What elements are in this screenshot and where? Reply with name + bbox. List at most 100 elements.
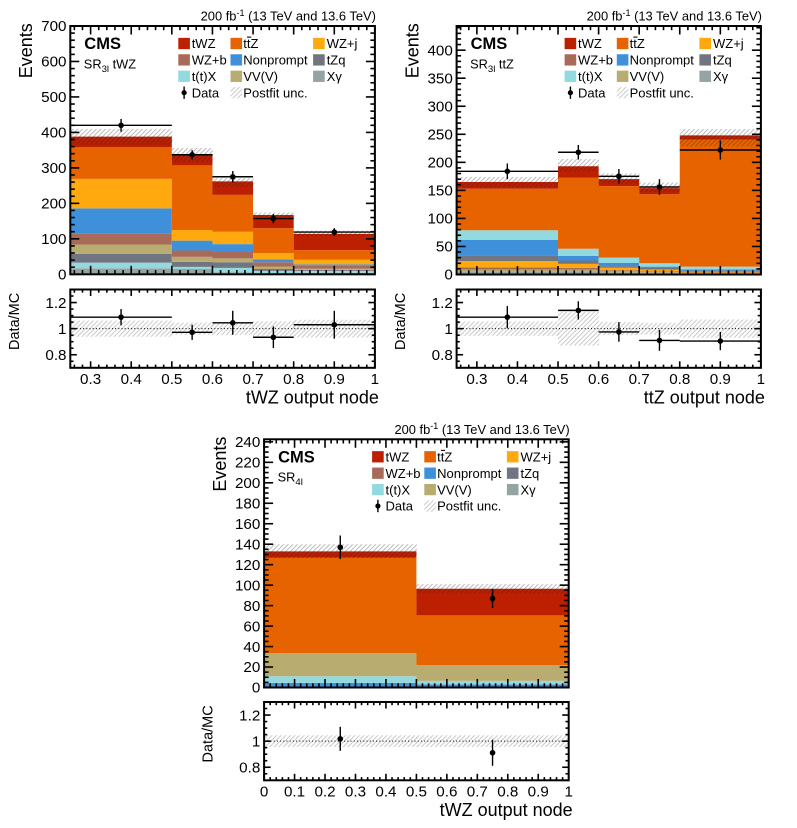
- svg-text:Xγ: Xγ: [713, 69, 729, 84]
- svg-text:0.6: 0.6: [436, 784, 457, 801]
- svg-text:100: 100: [235, 577, 260, 594]
- svg-text:Postfit unc.: Postfit unc.: [437, 499, 501, 514]
- svg-text:1: 1: [371, 371, 379, 388]
- svg-text:1.2: 1.2: [239, 707, 260, 724]
- svg-text:250: 250: [427, 126, 452, 143]
- svg-text:CMS: CMS: [84, 35, 121, 53]
- svg-text:220: 220: [235, 455, 260, 472]
- svg-text:Data/MC: Data/MC: [393, 293, 409, 350]
- svg-text:CMS: CMS: [278, 449, 315, 467]
- svg-text:0.4: 0.4: [507, 371, 528, 388]
- svg-text:400: 400: [41, 125, 66, 142]
- svg-text:VV(V): VV(V): [437, 482, 472, 497]
- svg-text:0.6: 0.6: [588, 371, 609, 388]
- svg-text:0.7: 0.7: [629, 371, 650, 388]
- svg-text:1: 1: [564, 784, 572, 801]
- svg-text:160: 160: [235, 516, 260, 533]
- svg-text:60: 60: [243, 618, 260, 635]
- svg-text:0: 0: [444, 267, 452, 284]
- svg-text:t(t)X: t(t)X: [386, 482, 411, 497]
- svg-text:1: 1: [757, 371, 765, 388]
- svg-text:ttZ: ttZ: [437, 450, 452, 465]
- svg-text:Data/MC: Data/MC: [201, 705, 217, 762]
- svg-text:350: 350: [427, 70, 452, 87]
- svg-text:ttZ: ttZ: [243, 36, 258, 51]
- svg-text:WZ+j: WZ+j: [327, 36, 358, 51]
- svg-text:0.7: 0.7: [242, 371, 263, 388]
- svg-text:600: 600: [41, 54, 66, 71]
- svg-text:0: 0: [260, 784, 268, 801]
- svg-text:WZ+j: WZ+j: [713, 36, 744, 51]
- svg-text:0.3: 0.3: [466, 371, 487, 388]
- svg-text:1.2: 1.2: [432, 295, 453, 312]
- svg-text:200: 200: [427, 155, 452, 172]
- svg-text:0.8: 0.8: [283, 371, 304, 388]
- svg-text:tWZ: tWZ: [578, 36, 602, 51]
- svg-text:400: 400: [427, 42, 452, 59]
- svg-text:0.3: 0.3: [80, 371, 101, 388]
- svg-text:tZq: tZq: [521, 466, 540, 481]
- svg-text:200: 200: [235, 475, 260, 492]
- svg-text:100: 100: [427, 211, 452, 228]
- svg-text:ttZ output node: ttZ output node: [644, 388, 765, 408]
- svg-text:120: 120: [235, 557, 260, 574]
- svg-text:CMS: CMS: [471, 35, 508, 53]
- svg-text:tWZ output node: tWZ output node: [246, 388, 379, 408]
- svg-text:WZ+b: WZ+b: [578, 53, 613, 68]
- svg-text:Nonprompt: Nonprompt: [630, 53, 695, 68]
- svg-text:0.8: 0.8: [239, 759, 260, 776]
- svg-text:tZq: tZq: [713, 53, 732, 68]
- svg-text:0.9: 0.9: [710, 371, 731, 388]
- svg-text:tZq: tZq: [327, 53, 346, 68]
- svg-text:200: 200: [41, 196, 66, 213]
- svg-text:tWZ: tWZ: [386, 450, 410, 465]
- svg-text:200 fb-1 (13 TeV and 13.6 TeV): 200 fb-1 (13 TeV and 13.6 TeV): [587, 8, 762, 24]
- svg-text:300: 300: [427, 98, 452, 115]
- svg-text:50: 50: [436, 239, 453, 256]
- svg-text:0.4: 0.4: [375, 784, 396, 801]
- svg-text:0.1: 0.1: [284, 784, 305, 801]
- svg-text:0.5: 0.5: [547, 371, 568, 388]
- svg-text:VV(V): VV(V): [630, 69, 665, 84]
- svg-text:1: 1: [58, 321, 66, 338]
- svg-text:0.8: 0.8: [45, 347, 66, 364]
- svg-text:1.2: 1.2: [45, 295, 66, 312]
- svg-text:Postfit unc.: Postfit unc.: [630, 85, 694, 100]
- svg-text:20: 20: [243, 659, 260, 676]
- svg-text:0.6: 0.6: [202, 371, 223, 388]
- svg-text:VV(V): VV(V): [243, 69, 278, 84]
- svg-text:200 fb-1 (13 TeV and 13.6 TeV): 200 fb-1 (13 TeV and 13.6 TeV): [201, 8, 376, 24]
- svg-text:0.5: 0.5: [406, 784, 427, 801]
- svg-text:100: 100: [41, 231, 66, 248]
- svg-text:40: 40: [243, 639, 260, 656]
- svg-text:Events: Events: [16, 23, 36, 78]
- svg-text:tWZ: tWZ: [192, 36, 216, 51]
- svg-text:SR3l tWZ: SR3l tWZ: [84, 56, 136, 75]
- svg-text:500: 500: [41, 89, 66, 106]
- svg-text:150: 150: [427, 183, 452, 200]
- svg-text:t(t)X: t(t)X: [578, 69, 603, 84]
- svg-text:1: 1: [444, 321, 452, 338]
- svg-text:200 fb-1 (13 TeV and 13.6 TeV): 200 fb-1 (13 TeV and 13.6 TeV): [394, 421, 569, 437]
- svg-text:Events: Events: [402, 23, 422, 78]
- svg-text:80: 80: [243, 598, 260, 615]
- svg-text:0.8: 0.8: [497, 784, 518, 801]
- svg-text:ttZ: ttZ: [630, 36, 645, 51]
- svg-text:Nonprompt: Nonprompt: [437, 466, 502, 481]
- svg-text:0.7: 0.7: [467, 784, 488, 801]
- svg-text:240: 240: [235, 434, 260, 451]
- svg-text:0: 0: [252, 680, 260, 697]
- svg-text:0: 0: [58, 267, 66, 284]
- svg-text:Nonprompt: Nonprompt: [243, 53, 308, 68]
- svg-text:WZ+b: WZ+b: [386, 466, 421, 481]
- svg-text:Data: Data: [386, 499, 414, 514]
- svg-text:0.8: 0.8: [669, 371, 690, 388]
- svg-text:0.2: 0.2: [314, 784, 335, 801]
- svg-text:0.3: 0.3: [345, 784, 366, 801]
- svg-text:Data/MC: Data/MC: [7, 293, 23, 350]
- svg-text:180: 180: [235, 495, 260, 512]
- svg-text:0.9: 0.9: [528, 784, 549, 801]
- svg-text:1: 1: [252, 733, 260, 750]
- svg-text:t(t)X: t(t)X: [192, 69, 217, 84]
- svg-text:Data: Data: [192, 85, 220, 100]
